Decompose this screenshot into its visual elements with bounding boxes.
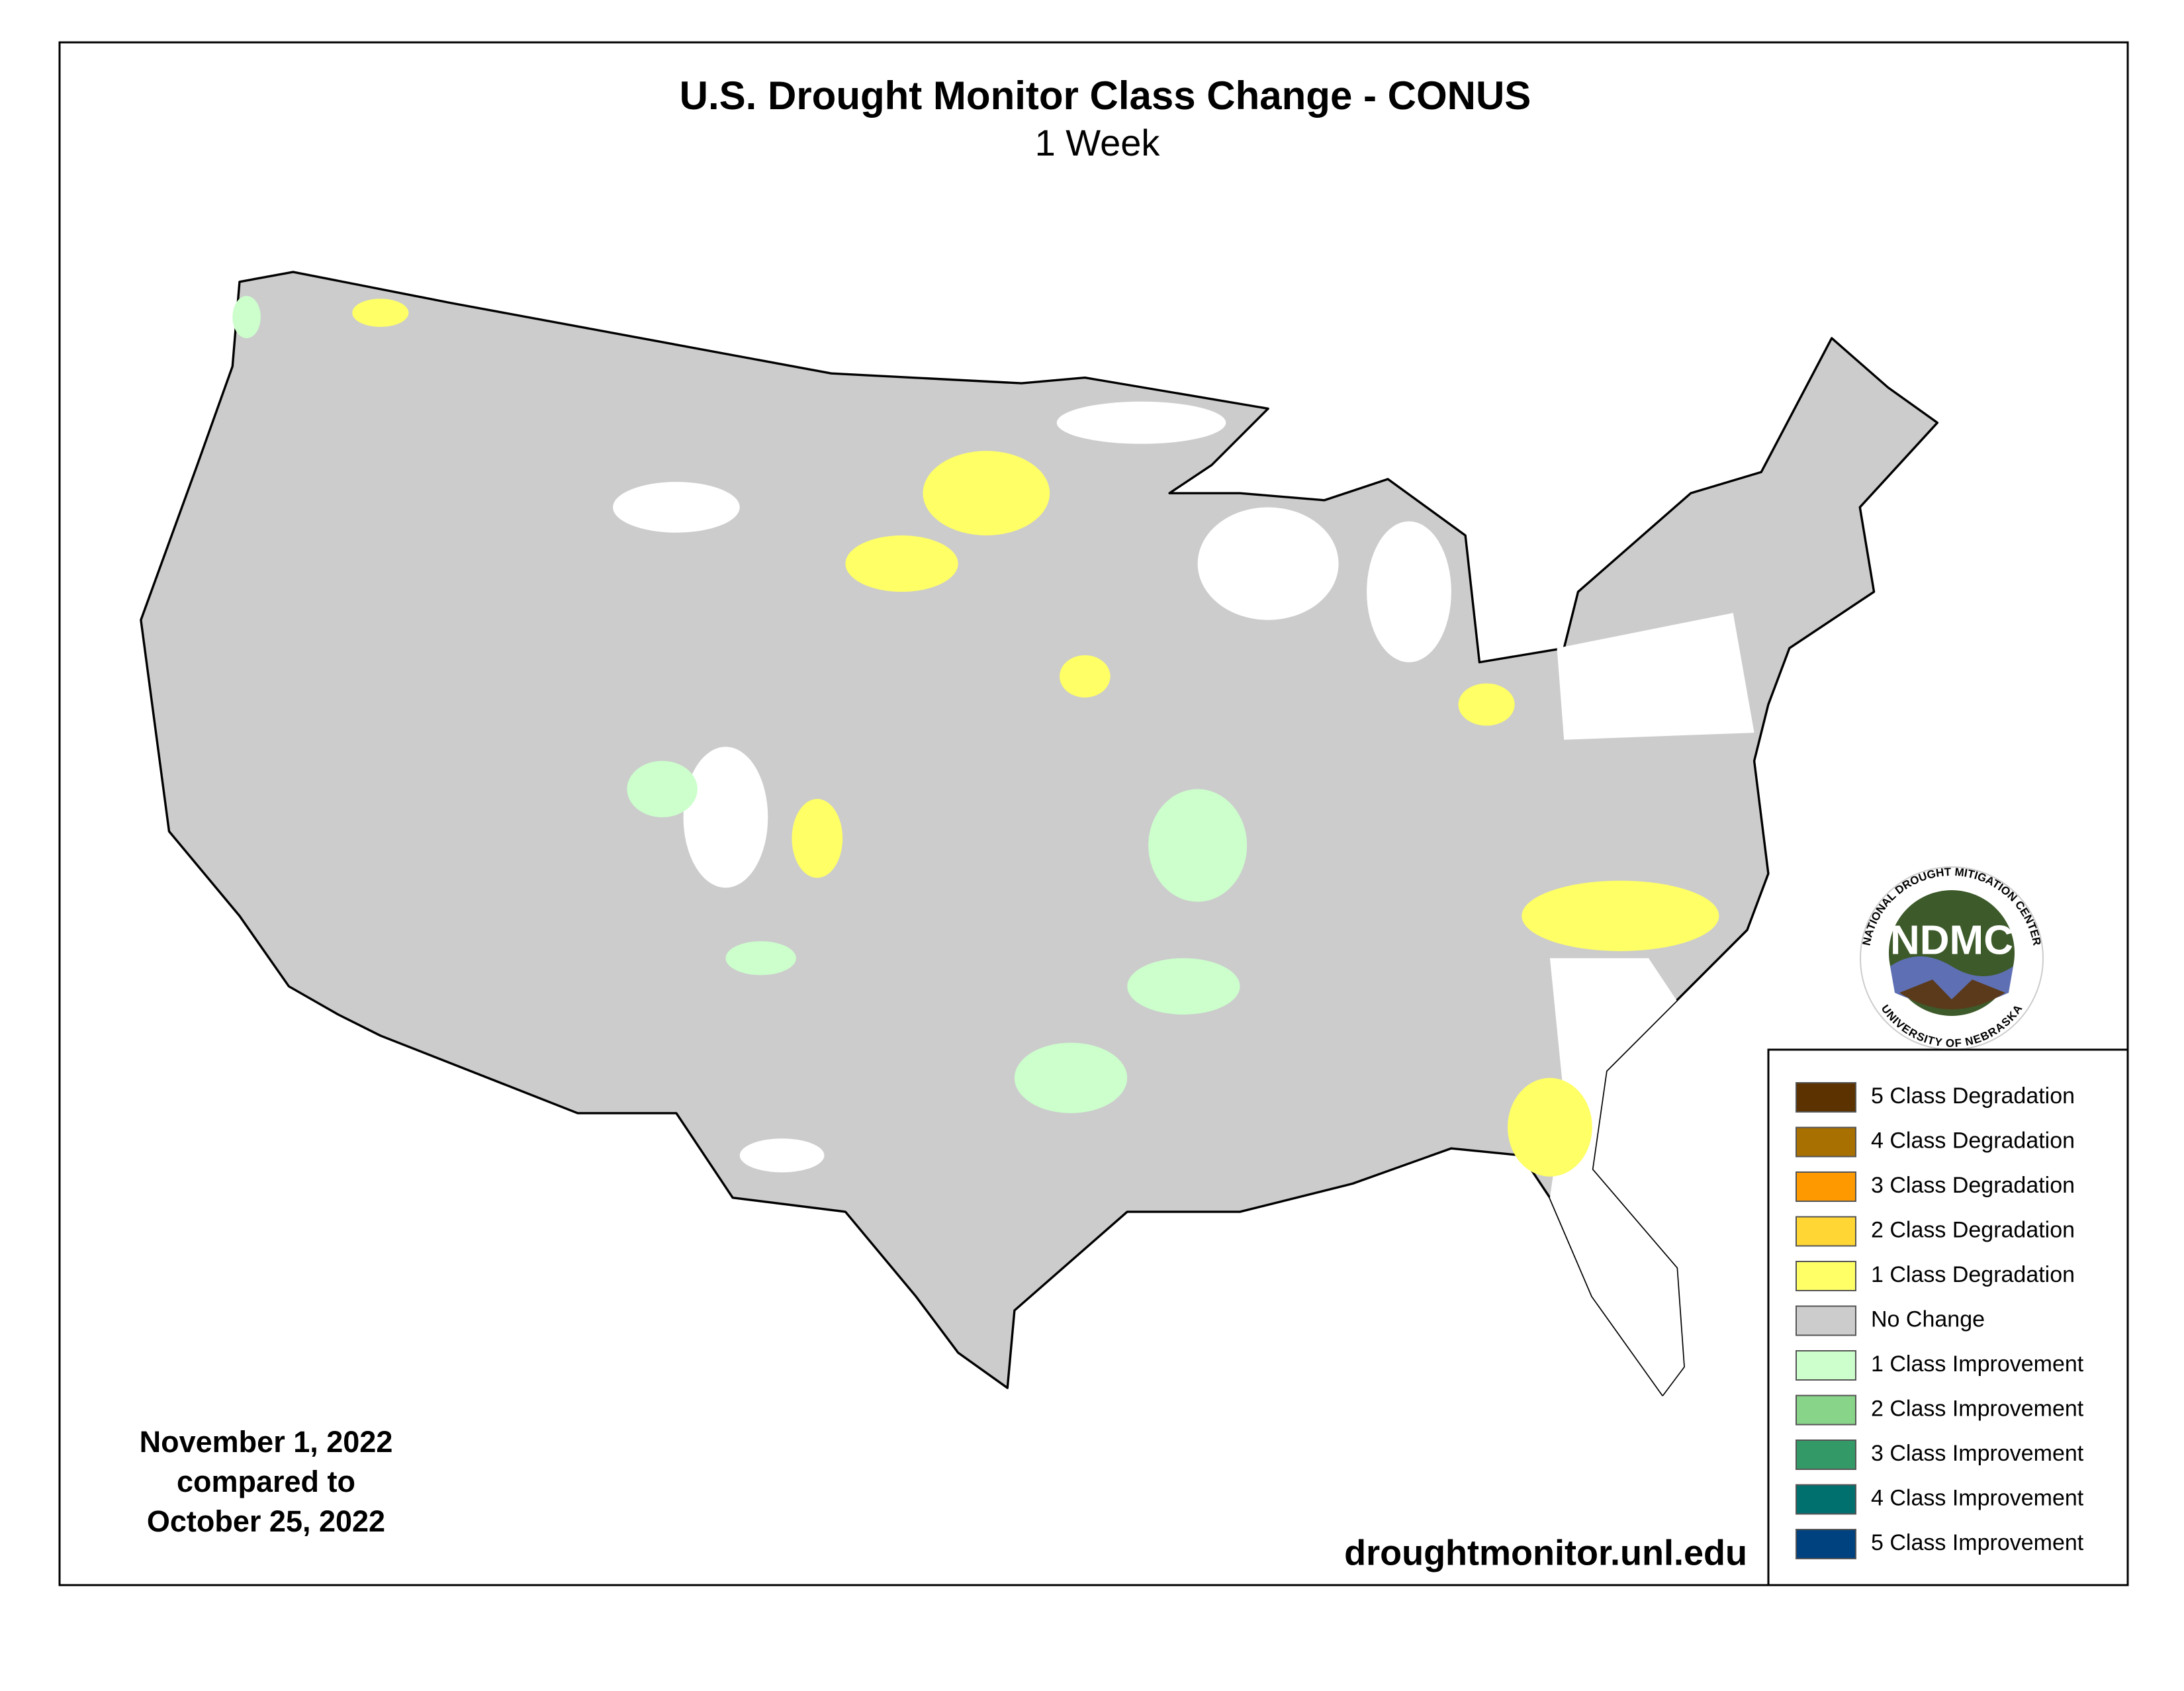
legend-swatch bbox=[1796, 1529, 1856, 1559]
legend-swatch bbox=[1796, 1082, 1856, 1113]
degradation-areas bbox=[352, 298, 1719, 1177]
legend-swatch bbox=[1796, 1305, 1856, 1336]
legend-swatch bbox=[1796, 1394, 1856, 1426]
legend-label: 4 Class Improvement bbox=[1871, 1485, 2084, 1510]
date-line: October 25, 2022 bbox=[147, 1504, 385, 1538]
no-drought-areas bbox=[613, 401, 1754, 1395]
date-line: November 1, 2022 bbox=[140, 1425, 393, 1459]
legend-label: 5 Class Degradation bbox=[1871, 1083, 2075, 1109]
ndmc-logo: NDMC NATIONAL DROUGHT MITIGATION CENTER … bbox=[1860, 866, 2044, 1050]
legend-swatch bbox=[1796, 1216, 1856, 1247]
logo-land bbox=[1899, 980, 2005, 1009]
date-line: compared to bbox=[177, 1465, 355, 1498]
legend-swatch bbox=[1796, 1484, 1856, 1515]
legend-label: 1 Class Degradation bbox=[1871, 1262, 2075, 1287]
map-title: U.S. Drought Monitor Class Change - CONU… bbox=[680, 73, 1531, 118]
legend-label: 4 Class Degradation bbox=[1871, 1128, 2075, 1153]
source-url: droughtmonitor.unl.edu bbox=[1344, 1533, 1747, 1573]
map-subtitle: 1 Week bbox=[1035, 122, 1161, 163]
legend-swatch bbox=[1796, 1126, 1856, 1158]
legend-label: 5 Class Improvement bbox=[1871, 1530, 2084, 1555]
legend-label: 2 Class Degradation bbox=[1871, 1217, 2075, 1242]
improvement-areas bbox=[232, 296, 1248, 1113]
legend-label: 3 Class Improvement bbox=[1871, 1441, 2084, 1466]
legend-swatch bbox=[1796, 1440, 1856, 1470]
legend-label: No Change bbox=[1871, 1306, 1985, 1332]
conus-map bbox=[140, 271, 1939, 1396]
legend-label: 3 Class Degradation bbox=[1871, 1173, 2075, 1198]
date-block: November 1, 2022 compared to October 25, 2… bbox=[140, 1425, 393, 1538]
legend-swatch bbox=[1796, 1261, 1856, 1291]
legend-label: 1 Class Improvement bbox=[1871, 1351, 2084, 1377]
legend: 5 Class Degradation 4 Class Degradation 3 … bbox=[1796, 1082, 2084, 1559]
legend-swatch bbox=[1796, 1171, 1856, 1202]
legend-label: 2 Class Improvement bbox=[1871, 1396, 2084, 1421]
logo-acronym: NDMC bbox=[1890, 917, 2013, 963]
legend-swatch bbox=[1796, 1350, 1856, 1381]
